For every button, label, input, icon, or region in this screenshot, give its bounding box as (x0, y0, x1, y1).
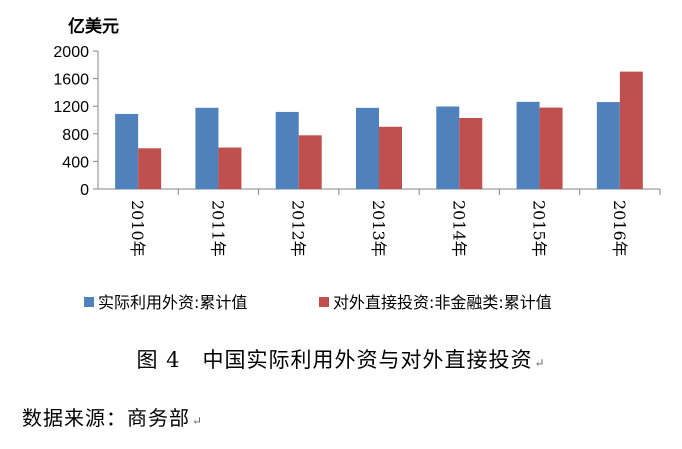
bar-odi-nonfinancial-3 (379, 126, 402, 189)
y-tick-label: 1200 (53, 99, 89, 116)
bar-fdi-utilized-4 (436, 106, 460, 189)
y-tick-label: 2000 (53, 44, 89, 61)
x-tick-label: 2010年 (128, 200, 147, 257)
bar-fdi-utilized-6 (596, 102, 620, 189)
y-axis: 0 400 800 1200 1600 2000 (53, 44, 99, 199)
bar-odi-nonfinancial-4 (459, 117, 483, 189)
x-tick-label: 2016年 (610, 200, 629, 257)
bar-fdi-utilized-1 (195, 107, 219, 189)
figure-caption: 图 4 中国实际利用外资与对外直接投资 ↵ (136, 348, 546, 372)
x-axis: 2010年 2011年 2012年 2013年 2014年 2015年 2016年 (98, 188, 661, 257)
bar-fdi-utilized-3 (356, 107, 379, 189)
bar-odi-nonfinancial-2 (298, 135, 322, 189)
legend-label: 实际利用外资:累计值 (98, 293, 247, 312)
bar-odi-nonfinancial-0 (138, 148, 162, 189)
bar-fdi-utilized-5 (516, 101, 540, 189)
y-tick-label: 800 (62, 127, 89, 144)
y-axis-label: 亿美元 (68, 16, 119, 37)
bar-odi-nonfinancial-1 (218, 147, 242, 189)
x-tick-label: 2014年 (449, 200, 468, 257)
bar-odi-nonfinancial-5 (539, 107, 563, 189)
y-tick-label: 0 (80, 182, 89, 199)
bars (115, 71, 643, 189)
legend-swatch (84, 297, 94, 307)
x-tick-label: 2013年 (369, 200, 388, 257)
bar-fdi-utilized-0 (115, 113, 139, 189)
data-source: 数据来源：商务部 ↵ (22, 406, 204, 430)
x-tick-label: 2011年 (208, 200, 227, 257)
paragraph-mark-icon: ↵ (192, 414, 204, 428)
y-tick-label: 400 (62, 154, 89, 171)
y-tick-label: 1600 (53, 72, 89, 89)
bar-fdi-utilized-2 (275, 111, 299, 189)
paragraph-mark-icon: ↵ (534, 356, 546, 370)
x-tick-label: 2015年 (530, 200, 549, 257)
legend-swatch (319, 297, 329, 307)
legend: 实际利用外资:累计值 对外直接投资:非金融类:累计值 (84, 293, 552, 312)
x-tick-label: 2012年 (289, 200, 308, 257)
bar-odi-nonfinancial-6 (619, 71, 643, 189)
legend-label: 对外直接投资:非金融类:累计值 (333, 293, 552, 312)
